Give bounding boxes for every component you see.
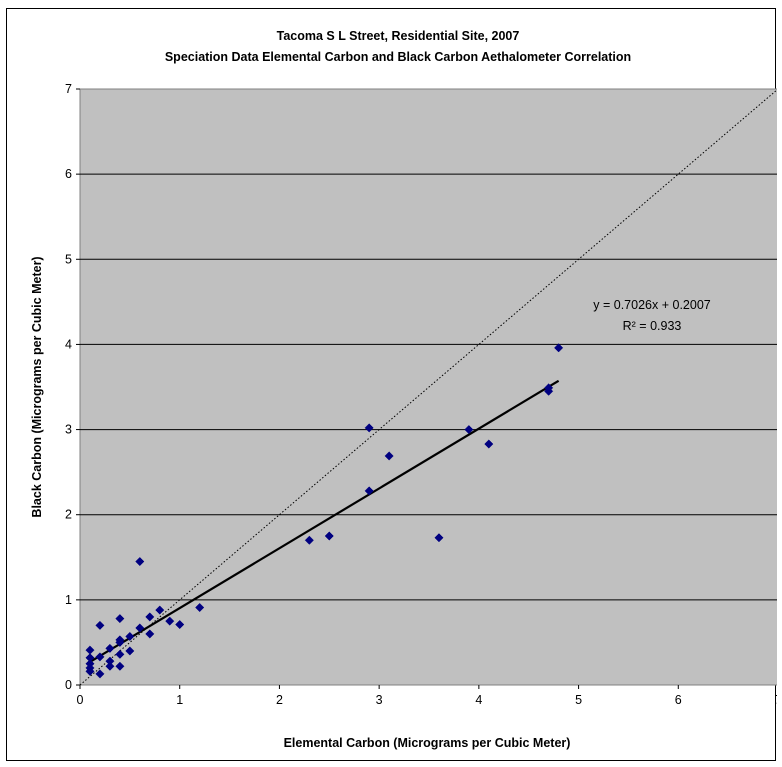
data-point-18 <box>135 623 145 633</box>
y-axis-ticks: 0 1 2 3 4 5 6 7 <box>65 82 80 692</box>
data-point-27 <box>324 531 334 541</box>
data-point-26 <box>304 535 314 545</box>
data-point-35 <box>544 383 554 393</box>
data-point-4 <box>85 645 95 655</box>
x-tick-label-6: 6 <box>675 693 682 707</box>
x-tick-label-5: 5 <box>575 693 582 707</box>
x-tick-label-0: 0 <box>77 693 84 707</box>
data-point-12 <box>115 649 125 659</box>
reference-line-1to1 <box>79 88 779 686</box>
data-point-25 <box>195 602 205 613</box>
data-point-21 <box>145 612 155 622</box>
data-point-23 <box>165 616 175 626</box>
data-point-9 <box>105 656 115 666</box>
y-tick-label-6: 6 <box>65 167 72 181</box>
data-point-31 <box>434 533 444 543</box>
y-tick-label-0: 0 <box>65 678 72 692</box>
chart-title: Tacoma S L Street, Residential Site, 200… <box>277 29 520 43</box>
data-point-3 <box>85 653 95 663</box>
data-point-15 <box>115 614 125 624</box>
y-axis-title: Black Carbon (Micrograms per Cubic Meter… <box>30 256 44 517</box>
data-point-33 <box>484 439 494 449</box>
data-point-6 <box>95 652 105 662</box>
data-point-28 <box>364 486 374 496</box>
data-point-11 <box>115 661 125 671</box>
chart-frame: Tacoma S L Street, Residential Site, 200… <box>6 8 782 761</box>
data-point-29 <box>364 423 374 433</box>
y-tick-label-1: 1 <box>65 593 72 607</box>
y-tick-label-2: 2 <box>65 508 72 522</box>
data-point-2 <box>85 659 95 669</box>
data-point-20 <box>145 629 155 639</box>
data-point-32 <box>464 425 474 435</box>
x-tick-label-3: 3 <box>376 693 383 707</box>
data-point-22 <box>155 605 165 615</box>
x-tick-label-2: 2 <box>276 693 283 707</box>
x-tick-label-1: 1 <box>176 693 183 707</box>
data-points <box>85 343 564 679</box>
chart-subtitle: Speciation Data Elemental Carbon and Bla… <box>165 50 631 64</box>
trendline-r-squared: R² = 0.933 <box>623 319 682 333</box>
data-point-36 <box>554 343 564 353</box>
trendline-equation: y = 0.7026x + 0.2007 <box>593 298 711 312</box>
data-point-5 <box>95 669 105 679</box>
scatter-chart: Tacoma S L Street, Residential Site, 200… <box>30 29 782 750</box>
y-tick-label-4: 4 <box>65 337 72 351</box>
y-tick-label-7: 7 <box>65 82 72 96</box>
x-tick-label-7: 7 <box>775 693 777 707</box>
x-axis-ticks: 0 1 2 3 4 5 6 7 <box>77 685 782 707</box>
data-point-19 <box>135 556 145 567</box>
data-point-8 <box>105 661 115 671</box>
trend-line <box>89 379 560 663</box>
data-point-14 <box>115 635 125 645</box>
x-tick-label-4: 4 <box>475 693 482 707</box>
y-tick-label-5: 5 <box>65 252 72 266</box>
data-point-30 <box>384 451 394 461</box>
data-point-24 <box>175 619 185 630</box>
data-point-10 <box>105 643 115 653</box>
data-point-16 <box>125 646 135 656</box>
data-point-7 <box>95 620 105 630</box>
x-axis-title: Elemental Carbon (Micrograms per Cubic M… <box>284 736 571 750</box>
gridlines <box>80 173 778 601</box>
y-tick-label-3: 3 <box>65 423 72 437</box>
data-point-17 <box>125 631 135 642</box>
